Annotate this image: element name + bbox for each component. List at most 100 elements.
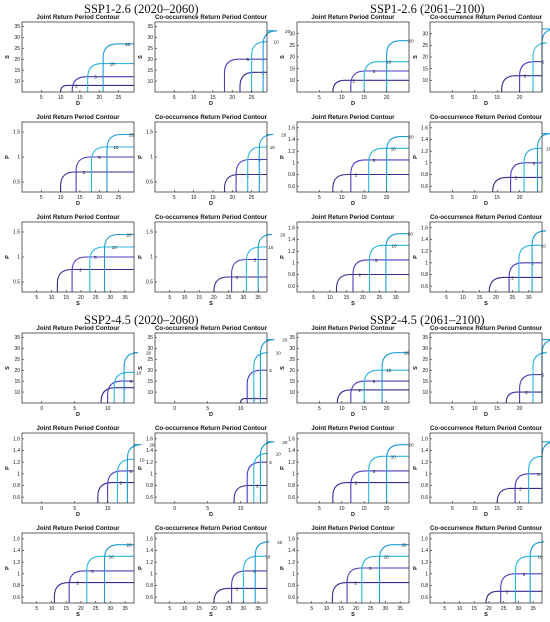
contour-label-2: 2 [353,78,356,83]
y-tick-label: 25 [14,357,20,363]
y-tick-label: 1.6 [421,226,428,232]
y-tick-label: 0.6 [421,184,428,190]
contour-label-20: 20 [277,540,283,545]
contour-label-10: 10 [274,40,280,45]
contour-line-5 [71,76,134,92]
x-tick-label: 5 [451,195,454,201]
y-axis-label: P [5,566,11,570]
y-tick-label: 15 [289,66,295,72]
contour-line-5 [346,567,409,603]
contour-label-10: 10 [541,243,547,248]
x-tick-label: 15 [361,406,367,412]
x-tick-label: 10 [472,406,478,412]
chart-title: Co-occurrence Return Period Contour [430,325,543,332]
axes-frame [21,532,135,604]
chart-title: Joint Return Period Contour [311,214,395,221]
y-tick-label: 0.5 [13,180,20,186]
x-tick-label: 35 [122,295,128,301]
y-tick-label: 1 [17,472,20,478]
x-tick-label: 15 [210,195,216,201]
chart-panel-11: Co-occurrence Return Period Contour25102… [413,214,547,307]
contour-label-5: 5 [247,57,250,62]
y-tick-label: 1.5 [13,130,20,136]
x-tick-label: 5 [443,606,446,612]
x-tick-label: 10 [472,95,478,101]
contour-line-5 [352,259,409,292]
contour-label-2: 2 [76,581,79,586]
y-tick-label: 1.6 [421,437,428,443]
contour-label-2: 2 [253,397,256,402]
y-tick-label: 1.6 [288,437,295,443]
x-tick-label: 10 [472,195,478,201]
x-tick-label: 15 [210,95,216,101]
y-tick-label: 1.4 [421,137,428,143]
y-tick-label: 30 [14,35,20,41]
contour-line-10 [253,452,268,503]
x-axis-label: S [209,301,213,307]
y-tick-label: 1.4 [421,548,428,554]
y-tick-label: 1.4 [13,548,20,554]
y-tick-label: 1.5 [146,230,153,236]
x-tick-label: 15 [344,295,350,301]
x-tick-label: 20 [384,406,390,412]
y-axis-label: S [5,366,11,370]
chart-title: Co-occurrence Return Period Contour [430,525,543,532]
y-tick-label: 0.6 [421,495,428,501]
x-tick-label: 5 [318,506,321,512]
contour-label-10: 10 [392,243,398,248]
y-tick-label: 1.4 [421,237,428,243]
x-tick-label: 15 [63,606,69,612]
contour-line-2 [233,484,267,503]
x-tick-label: 30 [108,295,114,301]
y-tick-label: 25 [289,357,295,363]
x-tick-label: 10 [339,95,345,101]
contour-line-5 [235,158,267,192]
contour-line-10 [368,455,409,503]
contour-line-10 [87,63,134,92]
chart-title: Joint Return Period Contour [36,425,120,432]
axes-frame [429,121,543,193]
y-tick-label: 0.6 [13,595,20,601]
x-tick-label: 10 [457,606,463,612]
contour-line-20 [386,40,409,92]
x-axis-label: S [76,301,80,307]
contour-line-5 [350,470,409,503]
y-tick-label: 10 [422,390,428,396]
contour-label-2: 2 [236,586,239,591]
y-axis-label: P [5,255,11,259]
chart-panel-23: Co-occurrence Return Period Contour25102… [413,525,545,618]
y-tick-label: 0.8 [288,483,295,489]
x-tick-label: 10 [238,406,244,412]
contour-label-10: 10 [386,60,392,65]
y-tick-label: 15 [422,66,428,72]
y-axis-label: P [138,155,144,159]
contour-label-10: 10 [109,554,115,559]
y-tick-label: 1 [150,255,153,261]
chart-title: Co-occurrence Return Period Contour [155,425,268,432]
x-tick-label: 0 [173,506,176,512]
contour-line-20 [259,441,275,503]
x-tick-label: 20 [517,195,523,201]
y-tick-label: 0.6 [288,184,295,190]
x-tick-label: 5 [318,95,321,101]
contour-label-20: 20 [409,443,415,448]
y-tick-label: 0.8 [421,483,428,489]
y-tick-label: 1.2 [421,249,428,255]
x-tick-label: 30 [526,295,532,301]
contour-line-2 [335,273,409,292]
chart-title: Co-occurrence Return Period Contour [430,425,543,432]
y-tick-label: 1.5 [146,130,153,136]
x-tick-label: 5 [318,195,321,201]
contour-label-20: 20 [404,351,410,356]
axes-frame [429,432,543,504]
contour-label-20: 20 [282,440,288,445]
chart-title: Joint Return Period Contour [311,425,395,432]
x-axis-label: D [484,412,488,418]
x-tick-label: 20 [229,195,235,201]
x-axis-label: D [209,101,213,107]
axes-frame [429,532,543,604]
x-tick-label: 20 [517,506,523,512]
y-tick-label: 1 [292,261,295,267]
contour-label-5: 5 [369,566,372,571]
